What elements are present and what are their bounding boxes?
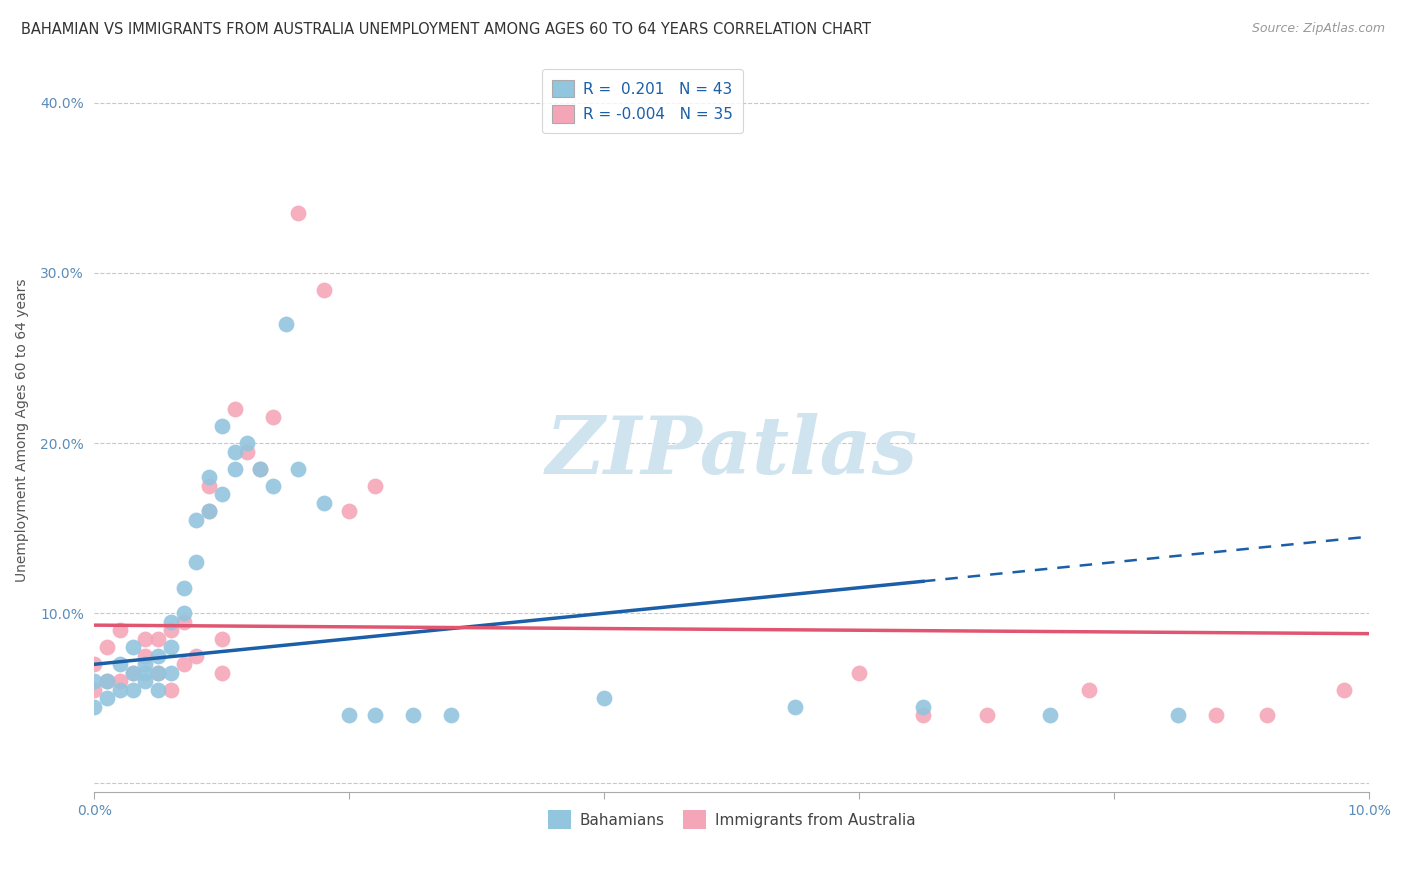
Point: [108, 657, 131, 672]
Point: [211, 632, 233, 646]
Point: [1205, 708, 1227, 723]
Point: [1077, 682, 1099, 697]
Point: [173, 657, 195, 672]
Point: [312, 495, 335, 509]
Point: [337, 708, 360, 723]
Point: [848, 665, 870, 680]
Point: [146, 682, 169, 697]
Point: [262, 478, 284, 492]
Point: [134, 632, 156, 646]
Point: [249, 461, 271, 475]
Point: [160, 640, 183, 655]
Point: [160, 624, 183, 638]
Point: [146, 632, 169, 646]
Point: [186, 648, 208, 663]
Point: [108, 682, 131, 697]
Point: [121, 640, 143, 655]
Point: [134, 665, 156, 680]
Point: [911, 708, 934, 723]
Point: [121, 665, 143, 680]
Point: [186, 513, 208, 527]
Point: [236, 436, 259, 450]
Point: [83, 682, 105, 697]
Point: [287, 461, 309, 475]
Point: [287, 206, 309, 220]
Point: [440, 708, 463, 723]
Text: ZIPatlas: ZIPatlas: [546, 413, 918, 491]
Y-axis label: Unemployment Among Ages 60 to 64 years: Unemployment Among Ages 60 to 64 years: [15, 278, 30, 582]
Point: [224, 461, 246, 475]
Point: [236, 444, 259, 458]
Point: [160, 665, 183, 680]
Point: [911, 699, 934, 714]
Point: [96, 691, 118, 706]
Point: [173, 606, 195, 620]
Point: [364, 478, 387, 492]
Point: [160, 615, 183, 629]
Point: [211, 419, 233, 434]
Point: [160, 682, 183, 697]
Point: [785, 699, 807, 714]
Point: [1333, 682, 1355, 697]
Point: [249, 461, 271, 475]
Point: [593, 691, 616, 706]
Point: [224, 401, 246, 416]
Point: [134, 674, 156, 689]
Point: [96, 640, 118, 655]
Point: [262, 410, 284, 425]
Point: [198, 504, 221, 518]
Point: [364, 708, 387, 723]
Point: [1039, 708, 1062, 723]
Point: [274, 317, 297, 331]
Point: [186, 555, 208, 569]
Text: BAHAMIAN VS IMMIGRANTS FROM AUSTRALIA UNEMPLOYMENT AMONG AGES 60 TO 64 YEARS COR: BAHAMIAN VS IMMIGRANTS FROM AUSTRALIA UN…: [21, 22, 872, 37]
Point: [173, 615, 195, 629]
Point: [108, 624, 131, 638]
Text: Source: ZipAtlas.com: Source: ZipAtlas.com: [1251, 22, 1385, 36]
Point: [173, 581, 195, 595]
Point: [198, 504, 221, 518]
Point: [83, 699, 105, 714]
Point: [402, 708, 425, 723]
Point: [198, 478, 221, 492]
Point: [312, 283, 335, 297]
Point: [1167, 708, 1189, 723]
Point: [108, 674, 131, 689]
Point: [337, 504, 360, 518]
Point: [198, 470, 221, 484]
Point: [83, 657, 105, 672]
Point: [146, 648, 169, 663]
Point: [146, 665, 169, 680]
Point: [211, 487, 233, 501]
Point: [121, 682, 143, 697]
Point: [976, 708, 998, 723]
Point: [134, 657, 156, 672]
Point: [1256, 708, 1278, 723]
Legend: Bahamians, Immigrants from Australia: Bahamians, Immigrants from Australia: [541, 804, 922, 835]
Point: [96, 674, 118, 689]
Point: [83, 674, 105, 689]
Point: [96, 674, 118, 689]
Point: [211, 665, 233, 680]
Point: [134, 648, 156, 663]
Point: [121, 665, 143, 680]
Point: [146, 665, 169, 680]
Point: [224, 444, 246, 458]
